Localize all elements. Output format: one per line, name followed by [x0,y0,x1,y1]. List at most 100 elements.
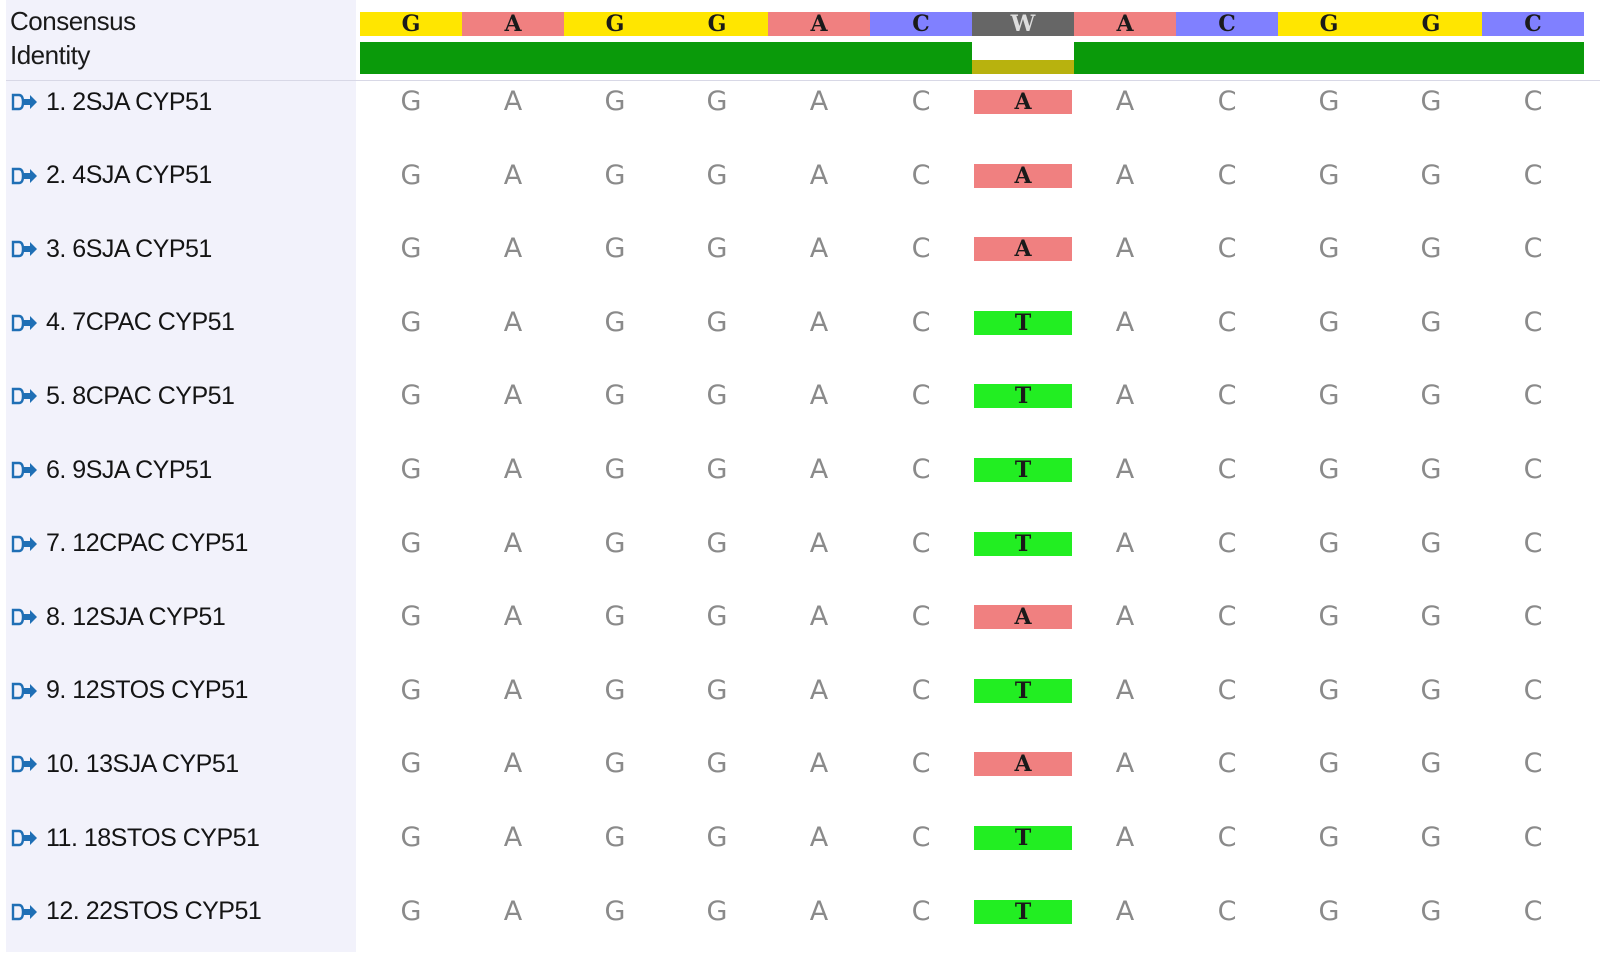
sequence-arrow-icon [10,166,38,186]
sequence-base: C [1217,380,1237,412]
sequence-row[interactable]: 8. 12SJA CYP51 G A G G A C A A C G G C [0,597,1600,637]
sequence-label[interactable]: 3. 6SJA CYP51 [10,229,212,269]
sequence-base: A [503,159,523,191]
sequence-row[interactable]: 12. 22STOS CYP51 G A G G A C T A C G G C [0,892,1600,932]
sequence-base: A [503,527,523,559]
sequence-base: G [604,748,626,780]
sequence-label[interactable]: 1. 2SJA CYP51 [10,82,212,122]
sequence-base: G [1420,380,1442,412]
sequence-base: G [706,380,728,412]
consensus-base: C [1482,12,1584,36]
sequence-base: A [809,674,829,706]
sequence-name: 12. 22STOS CYP51 [46,897,262,926]
sequence-name: 10. 13SJA CYP51 [46,749,239,778]
variant-base: A [974,605,1072,630]
variant-base: T [974,310,1072,335]
sequence-base: G [706,895,728,927]
sequence-base: A [503,380,523,412]
sequence-row[interactable]: 5. 8CPAC CYP51 G A G G A C T A C G G C [0,376,1600,416]
sequence-label[interactable]: 5. 8CPAC CYP51 [10,376,235,416]
sequence-arrow-icon [10,828,38,848]
sequence-base: C [1523,527,1543,559]
sequence-row[interactable]: 1. 2SJA CYP51 G A G G A C A A C G G C [0,82,1600,122]
sequence-label[interactable]: 12. 22STOS CYP51 [10,892,262,932]
sequence-base: C [911,86,931,117]
consensus-base: G [666,12,768,36]
sequence-row[interactable]: 9. 12STOS CYP51 G A G G A C T A C G G C [0,671,1600,711]
identity-segment [1482,42,1584,74]
sequence-base: A [1115,601,1135,633]
identity-partial-segment [972,60,1074,74]
sequence-base: A [1115,380,1135,412]
sequence-label[interactable]: 9. 12STOS CYP51 [10,671,248,711]
sequence-row[interactable]: 3. 6SJA CYP51 G A G G A C A A C G G C [0,229,1600,269]
sequence-label[interactable]: 7. 12CPAC CYP51 [10,524,248,564]
sequence-base: G [604,306,626,338]
consensus-base: G [1278,12,1380,36]
consensus-base: A [1074,12,1176,36]
sequence-base: G [604,86,626,117]
sequence-base: G [604,601,626,633]
sequence-base: G [400,822,422,853]
sequence-base: G [1318,306,1340,338]
sequence-base: G [1318,601,1340,633]
sequence-arrow-icon [10,239,38,259]
sequence-base: C [1217,895,1237,927]
sequence-row[interactable]: 11. 18STOS CYP51 G A G G A C T A C G G C [0,818,1600,858]
sequence-label[interactable]: 11. 18STOS CYP51 [10,818,260,858]
sequence-base: C [1217,748,1237,780]
sequence-base: C [911,233,931,265]
consensus-base: G [360,12,462,36]
sequence-label[interactable]: 6. 9SJA CYP51 [10,450,212,490]
sequence-base: A [809,895,829,927]
sequence-base: G [706,674,728,706]
sequence-row[interactable]: 6. 9SJA CYP51 G A G G A C T A C G G C [0,450,1600,490]
variant-base: T [974,678,1072,703]
sequence-base: C [911,454,931,485]
sequence-base: G [1318,86,1340,117]
sequence-label[interactable]: 8. 12SJA CYP51 [10,597,226,637]
sequence-base: A [809,86,829,117]
sequence-name: 7. 12CPAC CYP51 [46,529,248,558]
sequence-base: G [706,233,728,265]
sequence-base: A [1115,748,1135,780]
sequence-base: G [706,306,728,338]
sequence-base: C [1523,674,1543,706]
sequence-base: A [809,822,829,853]
identity-segment [1176,42,1278,74]
sequence-base: G [706,822,728,853]
identity-segment [768,42,870,74]
sequence-base: G [604,895,626,927]
sequence-base: G [1420,159,1442,191]
variant-base: T [974,826,1072,850]
sequence-base: G [400,233,422,265]
sequence-base: A [1115,674,1135,706]
sequence-base: A [809,380,829,412]
identity-label: Identity [10,40,90,70]
sequence-base: C [1523,748,1543,780]
sequence-base: A [503,306,523,338]
sequence-row[interactable]: 10. 13SJA CYP51 G A G G A C A A C G G C [0,744,1600,784]
sequence-base: G [706,159,728,191]
sequence-base: G [604,159,626,191]
sequence-base: A [1115,454,1135,485]
sequence-name: 11. 18STOS CYP51 [46,823,260,852]
sequence-base: G [1318,454,1340,485]
sequence-row[interactable]: 4. 7CPAC CYP51 G A G G A C T A C G G C [0,303,1600,343]
sequence-label[interactable]: 4. 7CPAC CYP51 [10,303,235,343]
sequence-base: G [1420,527,1442,559]
sequence-base: A [1115,159,1135,191]
sequence-base: A [503,895,523,927]
sequence-row[interactable]: 7. 12CPAC CYP51 G A G G A C T A C G G C [0,524,1600,564]
sequence-name: 1. 2SJA CYP51 [46,87,212,116]
sequence-base: C [911,601,931,633]
sequence-base: C [1217,306,1237,338]
sequence-base: C [911,306,931,338]
sequence-row[interactable]: 2. 4SJA CYP51 G A G G A C A A C G G C [0,156,1600,196]
sequence-label[interactable]: 2. 4SJA CYP51 [10,156,212,196]
sequence-base: C [911,822,931,853]
variant-base: A [974,163,1072,188]
sequence-label[interactable]: 10. 13SJA CYP51 [10,744,239,784]
sequence-base: G [604,674,626,706]
